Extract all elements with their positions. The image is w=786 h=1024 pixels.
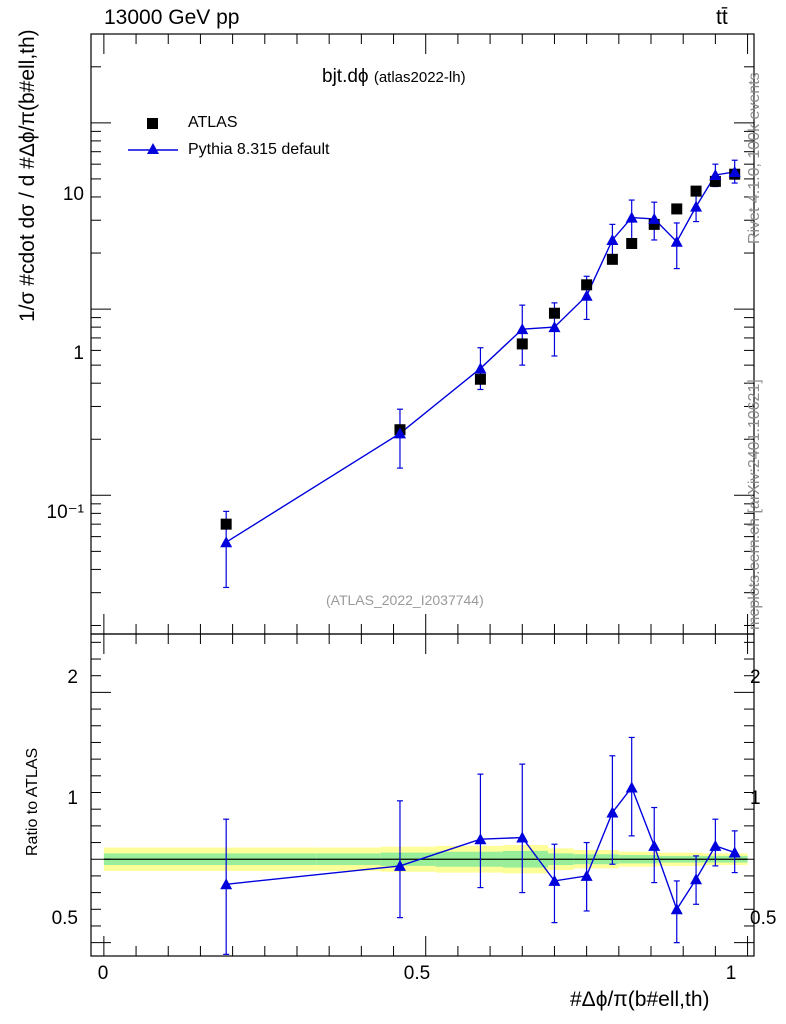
y-tick-label-main-1: 1 xyxy=(73,343,84,364)
mc-ratio-point xyxy=(548,874,561,886)
mc-ratio-point xyxy=(690,873,703,885)
y-axis-title-ratio: Ratio to ATLAS xyxy=(24,747,41,856)
process-label: tt̄ xyxy=(716,6,728,29)
mc-ratio-point xyxy=(670,903,683,915)
mc-point xyxy=(220,536,233,548)
plot-title: bjt.dϕ (atlas2022-lh) xyxy=(322,66,466,88)
mc-ratio-point xyxy=(728,846,741,858)
mc-point xyxy=(474,362,487,374)
y-tick-label-main-0p1: 10⁻¹ xyxy=(47,502,85,523)
atlas-data-point xyxy=(690,185,702,197)
mc-point xyxy=(728,165,741,177)
legend-atlas-marker xyxy=(147,118,158,129)
y-axis-title-main: 1/σ #cdot dσ / d #Δϕ/π(b#ell,th) xyxy=(16,29,39,322)
energy-label: 13000 GeV pp xyxy=(104,6,240,29)
mc-ratio-point xyxy=(648,839,661,851)
mc-point xyxy=(648,212,661,224)
mc-ratio-point xyxy=(393,859,406,871)
legend-label-atlas: ATLAS xyxy=(188,114,238,131)
y-tick-label-ratio-right-1: 1 xyxy=(750,788,761,809)
y-tick-label-main-10: 10 xyxy=(63,184,84,205)
legend-label-pythia: Pythia 8.315 default xyxy=(188,141,330,158)
y-tick-label-ratio-right-0p5: 0.5 xyxy=(750,908,776,929)
mc-ratio-point xyxy=(606,806,619,818)
y-tick-label-ratio-2: 2 xyxy=(67,667,78,688)
atlas-data-point xyxy=(671,203,683,215)
atlas-data-point xyxy=(548,307,560,319)
x-tick-label-1: 1 xyxy=(726,963,737,984)
mc-ratio-point xyxy=(474,833,487,845)
mc-ratio-point xyxy=(580,869,593,881)
mc-point xyxy=(548,321,561,333)
atlas-data-point xyxy=(516,338,528,350)
rivet-label: Rivet 4.1.0, 100k events xyxy=(746,72,763,244)
x-tick-label-0: 0 xyxy=(98,963,109,984)
mc-point xyxy=(670,235,683,247)
atlas-data-point xyxy=(606,253,618,265)
atlas-data-point xyxy=(581,279,593,291)
atlas-data-point xyxy=(220,518,232,530)
legend-pythia-marker xyxy=(147,143,159,154)
mc-ratio-point xyxy=(625,781,638,793)
axis-ticks xyxy=(91,33,754,956)
mc-points-main xyxy=(220,165,741,548)
analysis-reference: (ATLAS_2022_I2037744) xyxy=(326,592,484,608)
mc-ratio-point xyxy=(709,839,722,851)
mc-point xyxy=(580,289,593,301)
mc-point xyxy=(606,233,619,245)
x-axis-title: #Δϕ/π(b#ell,th) xyxy=(570,988,710,1011)
plot-title-main: bjt.dϕ xyxy=(322,66,369,87)
atlas-data-point xyxy=(648,218,660,230)
y-tick-label-ratio-1: 1 xyxy=(67,788,78,809)
source-label: mcplots.cern.ch [arXiv:2401.10621] xyxy=(746,379,763,630)
mc-errorbars-ratio xyxy=(223,736,738,955)
mc-point xyxy=(625,211,638,223)
mc-point xyxy=(709,168,722,180)
atlas-data-point xyxy=(474,373,486,385)
mc-ratio-point xyxy=(220,878,233,890)
mc-ratio-point xyxy=(516,831,529,843)
mc-points-ratio xyxy=(220,781,741,915)
y-tick-label-ratio-0p5: 0.5 xyxy=(52,908,78,929)
mc-point xyxy=(690,200,703,212)
atlas-data-point xyxy=(626,237,638,249)
mc-point xyxy=(393,427,406,439)
y-tick-label-ratio-right-2: 2 xyxy=(750,667,761,688)
atlas-data-point xyxy=(709,175,721,187)
ratio-panel-frame xyxy=(90,633,755,957)
x-tick-label-0p5: 0.5 xyxy=(404,963,430,984)
plot-title-tag: (atlas2022-lh) xyxy=(373,69,466,86)
mc-point xyxy=(516,323,529,335)
